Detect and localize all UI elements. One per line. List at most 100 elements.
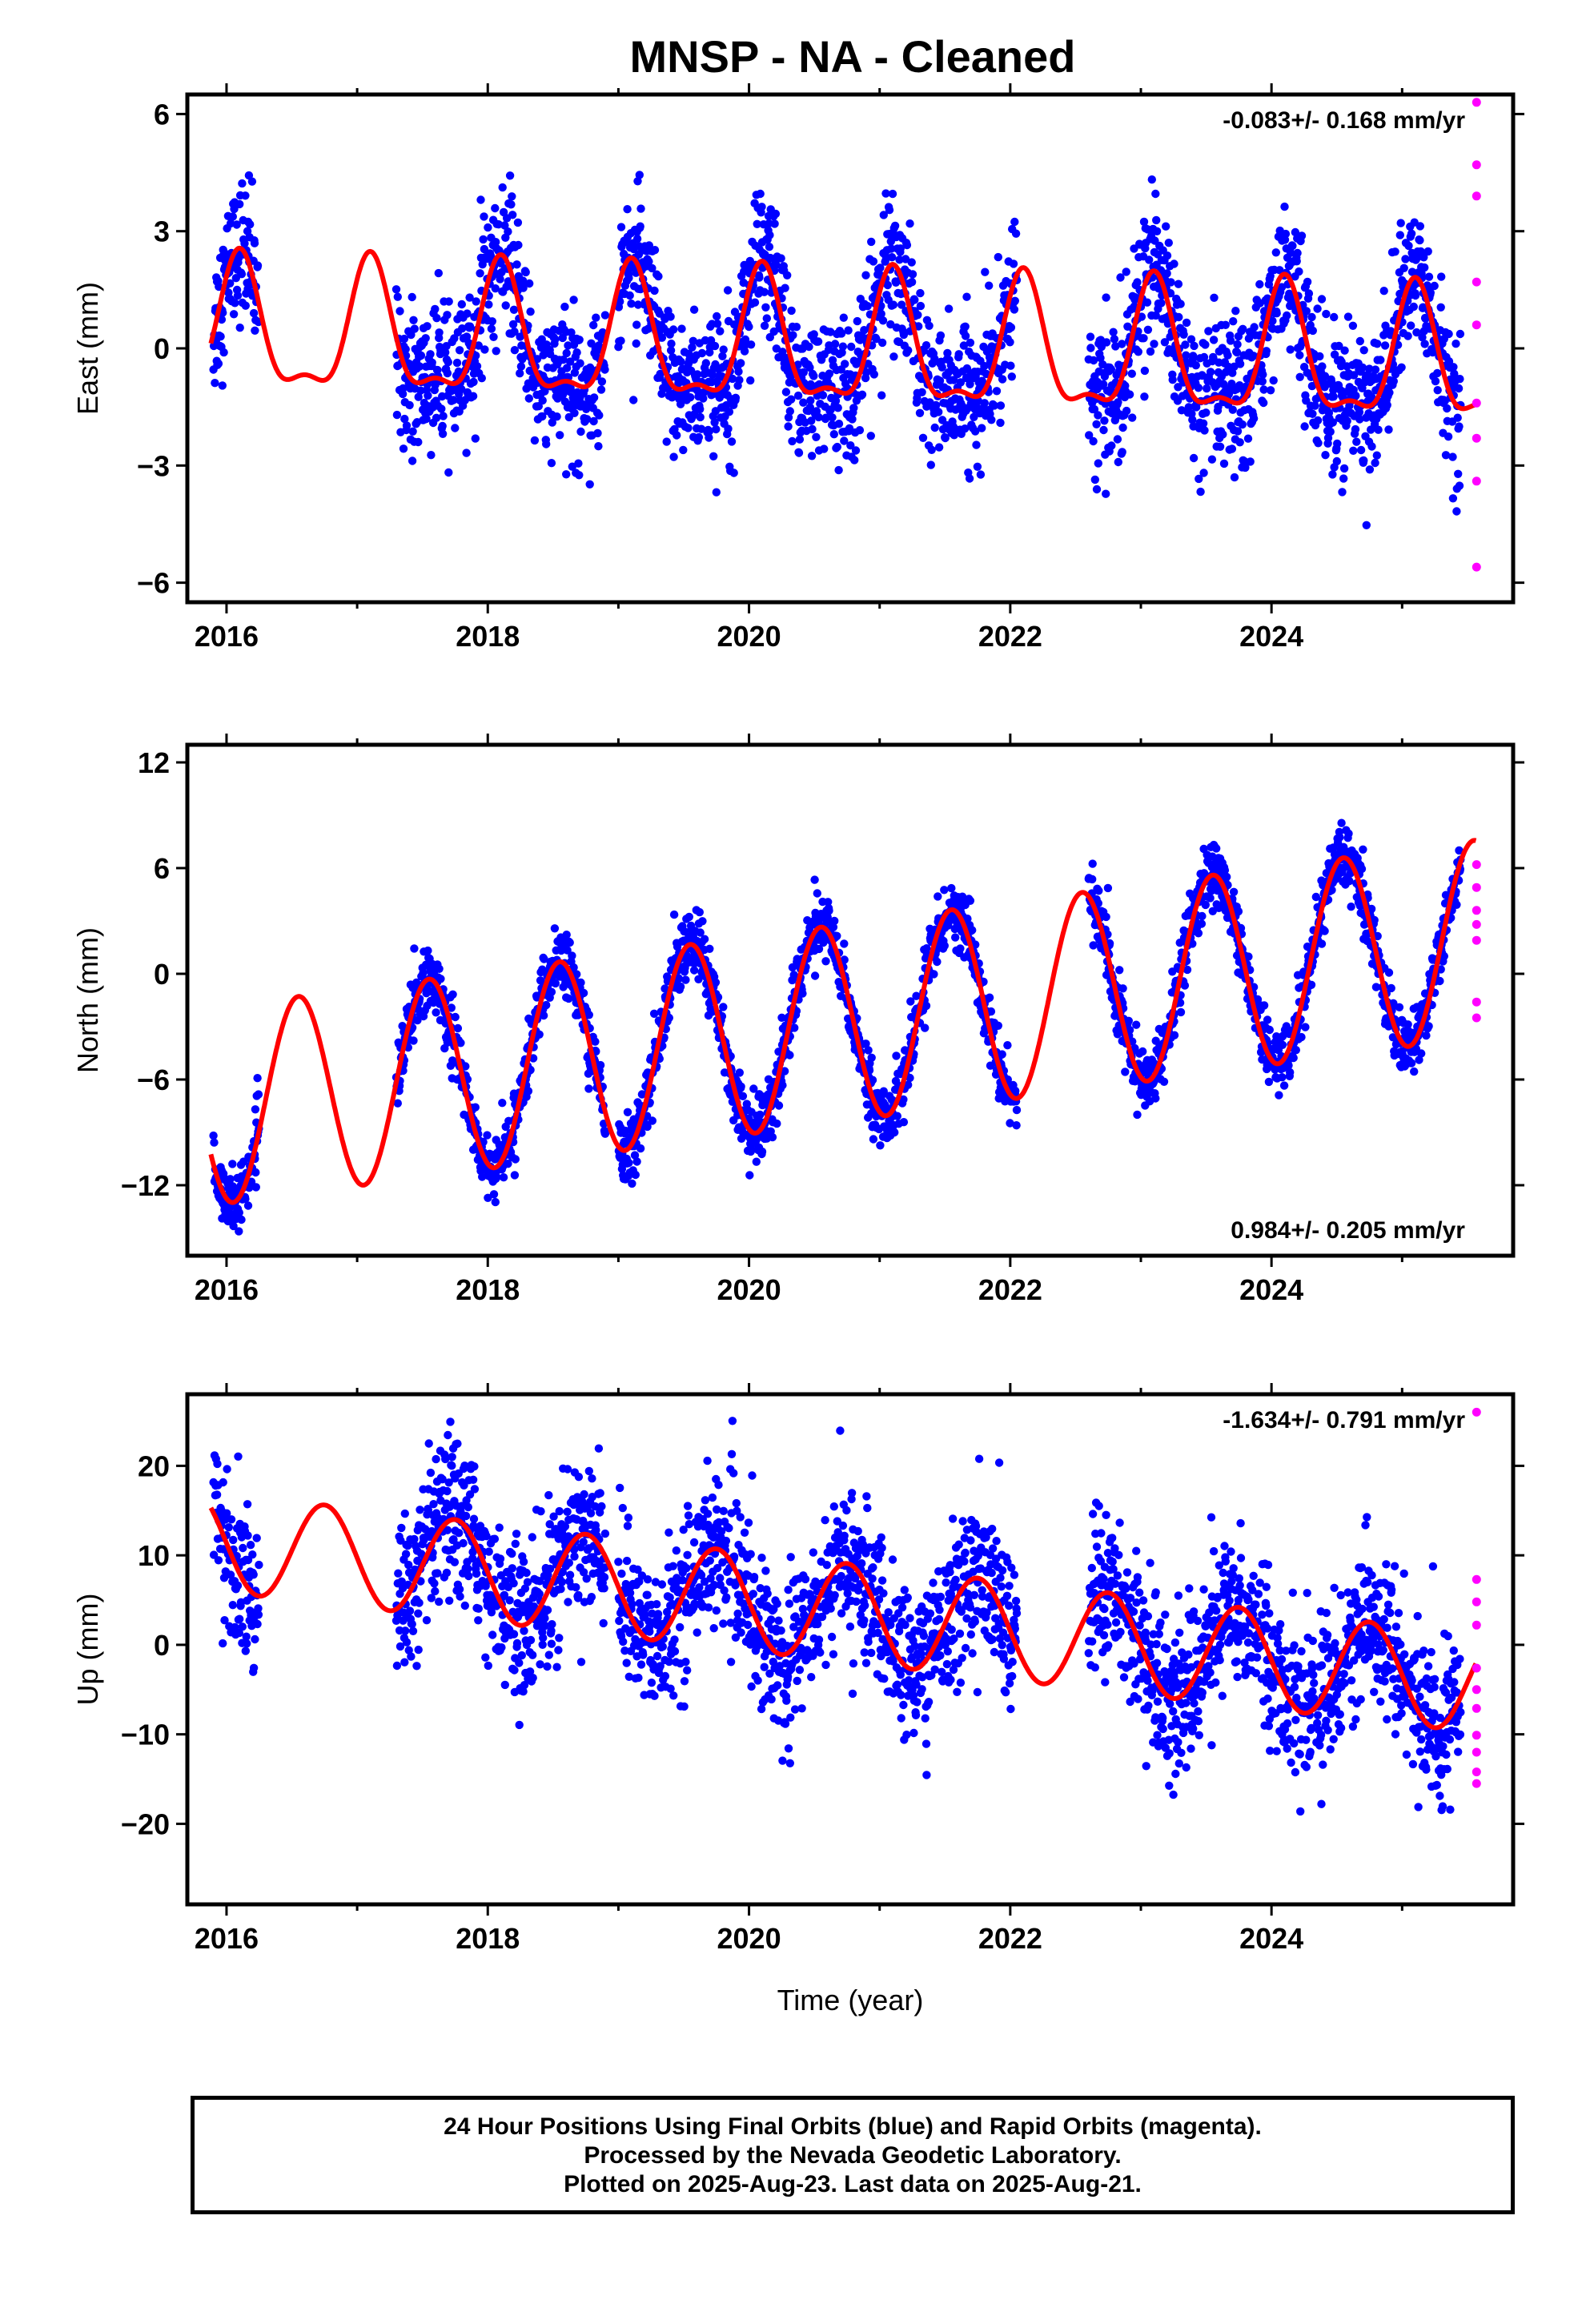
data-point (419, 968, 428, 978)
data-point (1335, 833, 1344, 842)
x-tick-label: 2024 (1239, 620, 1303, 653)
data-point (707, 1007, 717, 1016)
data-point (902, 240, 912, 250)
data-point (1179, 330, 1188, 339)
data-point (1118, 984, 1127, 993)
data-point (1115, 966, 1124, 975)
data-point (1151, 311, 1160, 320)
y-tick-label: −3 (137, 449, 170, 482)
data-point (1373, 340, 1382, 348)
data-point (1347, 903, 1355, 911)
data-point (1195, 474, 1203, 484)
data-point (1295, 372, 1304, 381)
data-point (1127, 369, 1137, 378)
data-point (648, 1116, 656, 1125)
data-point (1210, 293, 1219, 302)
data-point (905, 219, 914, 228)
data-point (228, 212, 237, 221)
data-point (548, 418, 556, 427)
data-point (1102, 912, 1110, 922)
data-point (684, 424, 693, 432)
data-point (649, 1009, 659, 1019)
data-point (826, 328, 835, 336)
data-point (940, 886, 949, 895)
data-point (519, 276, 528, 285)
data-point (848, 415, 857, 424)
data-point (443, 311, 452, 320)
data-point (709, 452, 718, 460)
data-point (1012, 1121, 1021, 1130)
data-point (861, 1039, 870, 1048)
data-point (453, 1023, 463, 1033)
data-point (1359, 346, 1368, 355)
data-point (1444, 329, 1453, 339)
data-point (1264, 1077, 1274, 1087)
data-point (1239, 324, 1247, 333)
data-point (807, 416, 816, 425)
data-point (1233, 340, 1242, 349)
data-point (437, 404, 446, 413)
data-point (887, 244, 896, 253)
data-point (792, 323, 801, 332)
data-point (877, 309, 885, 319)
data-point (1389, 376, 1399, 386)
data-point (973, 462, 982, 471)
data-point (1259, 398, 1268, 408)
data-point (1303, 277, 1312, 287)
x-tick-label: 2018 (456, 620, 520, 653)
data-point (1189, 352, 1198, 360)
data-point (547, 987, 556, 996)
data-point (1452, 507, 1461, 516)
data-point (1174, 312, 1183, 322)
data-point (1313, 416, 1323, 425)
data-point (840, 939, 849, 948)
data-point (810, 875, 819, 884)
data-point (465, 322, 475, 331)
chart-title: MNSP - NA - Cleaned (629, 31, 1076, 82)
data-point (1308, 326, 1318, 336)
data-point (568, 951, 576, 960)
data-point (504, 227, 512, 236)
data-point (1351, 392, 1360, 400)
data-point (1109, 328, 1118, 336)
rapid-point (1472, 98, 1481, 107)
data-point (855, 426, 865, 435)
data-point (1133, 278, 1142, 287)
data-point (1317, 295, 1327, 304)
data-point (1226, 336, 1235, 345)
data-point (996, 418, 1005, 428)
data-point (1304, 289, 1314, 298)
data-point (698, 917, 707, 926)
data-point (1186, 335, 1196, 344)
data-point (915, 408, 925, 417)
data-point (778, 1081, 787, 1090)
data-point (246, 220, 255, 229)
data-point (1122, 267, 1130, 276)
data-point (569, 963, 578, 972)
data-point (729, 468, 738, 477)
data-point (1265, 1025, 1275, 1035)
data-point (247, 177, 257, 186)
data-point (833, 404, 842, 412)
data-point (636, 204, 645, 213)
data-point (1286, 345, 1295, 354)
data-point (458, 324, 467, 333)
data-point (1413, 253, 1422, 262)
data-point (760, 321, 769, 330)
data-point (725, 408, 734, 416)
data-point (538, 396, 547, 405)
data-point (216, 332, 225, 341)
data-point (1443, 432, 1453, 441)
data-point (841, 360, 849, 368)
data-point (1343, 416, 1351, 425)
data-point (1233, 427, 1243, 436)
data-point (1288, 241, 1297, 251)
data-point (650, 286, 659, 296)
data-point (819, 938, 828, 947)
data-point (713, 320, 722, 328)
data-point (1404, 241, 1413, 251)
data-point (1118, 448, 1126, 456)
data-point (449, 396, 458, 404)
data-point (1090, 475, 1100, 485)
